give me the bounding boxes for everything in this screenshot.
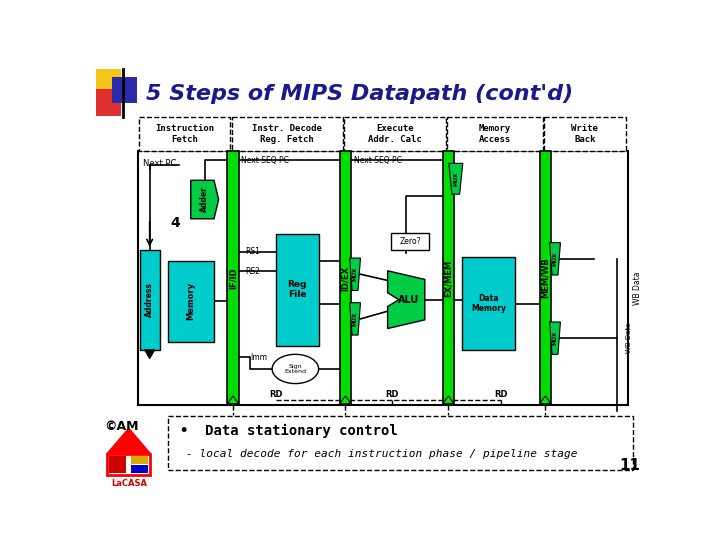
FancyBboxPatch shape: [139, 117, 230, 151]
Text: •  Data stationary control: • Data stationary control: [180, 424, 397, 438]
Text: Next SEQ PC: Next SEQ PC: [354, 156, 401, 165]
FancyBboxPatch shape: [544, 117, 626, 151]
Text: MUX: MUX: [454, 172, 459, 186]
Text: RD: RD: [385, 390, 399, 399]
Text: MUX: MUX: [552, 252, 557, 266]
Polygon shape: [144, 350, 155, 359]
Text: Write
Back: Write Back: [572, 124, 598, 144]
Text: ©AM: ©AM: [104, 420, 138, 433]
Polygon shape: [350, 303, 361, 335]
Text: Address: Address: [145, 282, 154, 317]
Text: IF/ID: IF/ID: [228, 267, 238, 289]
Text: Instr. Decode
Reg. Fetch: Instr. Decode Reg. Fetch: [252, 124, 322, 144]
Text: RD: RD: [494, 390, 508, 399]
Text: WB Data: WB Data: [633, 271, 642, 305]
Text: EX/MEM: EX/MEM: [444, 259, 453, 296]
FancyBboxPatch shape: [462, 257, 515, 350]
Text: Next SEQ PC: Next SEQ PC: [241, 156, 289, 165]
Text: Zero?: Zero?: [400, 237, 421, 246]
FancyBboxPatch shape: [340, 151, 351, 405]
Text: Sign
Extend: Sign Extend: [284, 363, 307, 374]
FancyBboxPatch shape: [276, 234, 319, 346]
FancyBboxPatch shape: [140, 249, 160, 350]
Text: Imm: Imm: [251, 353, 267, 362]
Text: Memory: Memory: [186, 282, 195, 320]
FancyBboxPatch shape: [138, 151, 628, 405]
FancyBboxPatch shape: [131, 456, 148, 464]
Text: RS1: RS1: [245, 247, 260, 256]
Polygon shape: [549, 242, 560, 275]
Text: - local decode for each instruction phase / pipeline stage: - local decode for each instruction phas…: [186, 449, 577, 458]
FancyBboxPatch shape: [443, 151, 454, 405]
Text: 5 Steps of MIPS Datapath (cont'd): 5 Steps of MIPS Datapath (cont'd): [145, 84, 573, 104]
Text: RD: RD: [269, 390, 283, 399]
Polygon shape: [228, 396, 238, 403]
Text: MUX: MUX: [552, 331, 557, 345]
FancyBboxPatch shape: [96, 90, 121, 117]
FancyBboxPatch shape: [168, 261, 214, 342]
Text: WB Data: WB Data: [626, 323, 631, 353]
Text: ALU: ALU: [398, 295, 419, 305]
Polygon shape: [540, 396, 551, 403]
Polygon shape: [443, 396, 454, 403]
Text: LaCASA: LaCASA: [111, 479, 147, 488]
Text: Adder: Adder: [200, 187, 210, 212]
FancyBboxPatch shape: [539, 151, 551, 405]
Text: Data
Memory: Data Memory: [471, 294, 506, 313]
Polygon shape: [350, 258, 361, 291]
Text: Memory
Access: Memory Access: [479, 124, 511, 144]
FancyBboxPatch shape: [232, 117, 343, 151]
Text: MEM/WB: MEM/WB: [541, 258, 550, 299]
Polygon shape: [107, 428, 150, 454]
FancyBboxPatch shape: [447, 117, 543, 151]
Text: 4: 4: [171, 215, 180, 230]
FancyBboxPatch shape: [131, 465, 148, 473]
FancyBboxPatch shape: [168, 416, 632, 470]
Polygon shape: [387, 271, 425, 328]
Ellipse shape: [272, 354, 319, 383]
Polygon shape: [549, 322, 560, 354]
Text: MUX: MUX: [353, 267, 358, 281]
FancyBboxPatch shape: [391, 233, 429, 249]
FancyBboxPatch shape: [344, 117, 446, 151]
Text: Instruction
Fetch: Instruction Fetch: [155, 124, 214, 144]
Text: RS2: RS2: [245, 267, 260, 275]
Text: MUX: MUX: [353, 312, 358, 326]
Text: Next PC: Next PC: [143, 159, 176, 168]
Polygon shape: [340, 396, 351, 403]
FancyBboxPatch shape: [228, 151, 239, 405]
Polygon shape: [191, 180, 219, 219]
FancyBboxPatch shape: [109, 456, 127, 473]
FancyBboxPatch shape: [112, 77, 137, 103]
FancyBboxPatch shape: [96, 69, 121, 92]
Text: 11: 11: [619, 458, 640, 473]
FancyBboxPatch shape: [107, 454, 150, 475]
Text: Execute
Addr. Calc: Execute Addr. Calc: [368, 124, 422, 144]
Text: ID/EX: ID/EX: [341, 266, 350, 291]
Polygon shape: [449, 164, 463, 194]
Text: Reg
File: Reg File: [287, 280, 307, 299]
